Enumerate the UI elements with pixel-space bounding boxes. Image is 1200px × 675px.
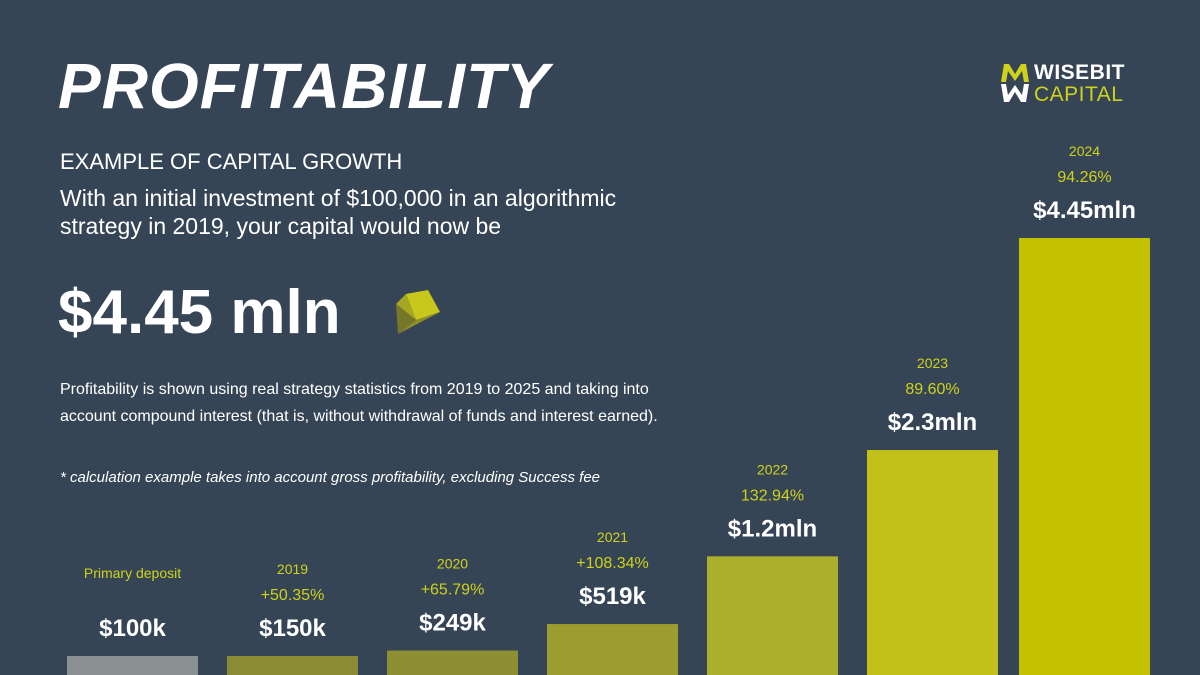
bar-2019	[227, 656, 358, 675]
bar-percent-label: 132.94%	[741, 487, 804, 504]
bar-category-label: 2023	[917, 355, 948, 371]
brand-logo: WISEBIT CAPITAL	[1000, 60, 1140, 108]
wisebit-logo-icon	[1001, 64, 1029, 102]
bar-value-label: $1.2mln	[728, 515, 817, 542]
bar-percent-label: 89.60%	[905, 381, 959, 398]
footnote: * calculation example takes into account…	[60, 469, 601, 486]
bar-2024	[1019, 238, 1150, 675]
methodology-note: Profitability is shown using real strate…	[60, 381, 658, 425]
bar-category-label: 2022	[757, 461, 788, 477]
bar-percent-label: 94.26%	[1057, 169, 1111, 186]
page-title: PROFITABILITY	[58, 50, 550, 122]
bar-value-label: $249k	[419, 610, 486, 637]
bar-category-label: Primary deposit	[84, 565, 181, 581]
bar-category-label: 2020	[437, 556, 468, 572]
bar-value-label: $150k	[259, 615, 326, 642]
section-subtitle: EXAMPLE OF CAPITAL GROWTH	[60, 149, 403, 174]
bar-category-label: 2019	[277, 561, 308, 577]
bar-2022	[707, 556, 838, 675]
bar-value-label: $519k	[579, 583, 646, 610]
bar-2020	[387, 650, 518, 675]
bar-percent-label: +65.79%	[421, 582, 485, 599]
logo-text-secondary: CAPITAL	[1034, 83, 1124, 106]
bar-2023	[867, 450, 998, 675]
bar-value-label: $100k	[99, 615, 166, 642]
lead-text: With an initial investment of $100,000 i…	[60, 185, 617, 239]
bar-category-label: 2024	[1069, 143, 1100, 159]
logo-text-primary: WISEBIT	[1034, 61, 1125, 84]
headline-value: $4.45 mln	[58, 278, 341, 347]
bar-category-label: 2021	[597, 529, 628, 545]
bar-value-label: $4.45mln	[1033, 197, 1136, 224]
bar-2021	[547, 624, 678, 675]
bar-value-label: $2.3mln	[888, 409, 977, 436]
bar-primary-deposit	[67, 656, 198, 675]
gem-icon	[396, 290, 440, 334]
bar-percent-label: +50.35%	[261, 587, 325, 604]
bar-percent-label: +108.34%	[576, 555, 649, 572]
